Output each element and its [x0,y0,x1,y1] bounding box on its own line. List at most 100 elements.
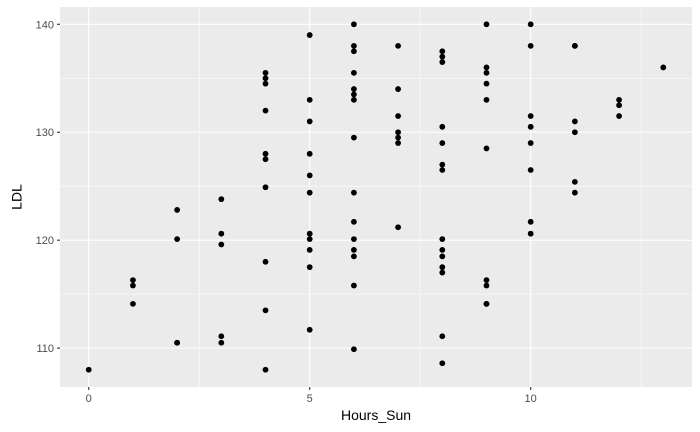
data-point [130,300,136,307]
data-point [262,69,269,76]
data-point [351,253,357,260]
data-point [439,246,446,253]
data-point [483,69,490,76]
data-point [483,96,490,103]
data-points [85,21,667,373]
data-point [439,253,446,260]
data-point [351,96,357,103]
data-point [351,86,357,92]
data-point [351,48,357,55]
data-point [439,59,446,65]
data-point [527,218,534,225]
data-point [218,339,225,346]
data-point [351,69,357,76]
data-point [351,189,357,196]
data-point [483,145,490,152]
data-point [439,333,446,340]
data-point [262,258,269,265]
data-point [395,113,401,119]
data-point [439,167,446,173]
data-point [218,196,225,203]
data-point [483,277,490,284]
data-point [483,300,490,307]
data-point [483,64,490,71]
data-point [527,123,534,130]
data-point [174,207,181,213]
minor-gridlines [60,7,692,387]
data-point [395,224,401,231]
data-point [439,123,446,130]
data-point [616,96,622,103]
x-axis-title: Hours_Sun [341,407,411,423]
data-point [571,178,578,185]
data-point [527,167,534,173]
data-point [306,326,313,333]
data-point [218,241,225,248]
data-point [439,48,446,55]
data-point [306,236,313,243]
data-point [306,150,313,157]
data-point [351,246,357,253]
data-point [439,269,446,276]
data-point [306,246,313,253]
data-point [306,189,313,196]
data-point [174,339,181,346]
data-point [262,107,269,114]
data-point [527,113,534,119]
y-tick-label: 110 [36,343,54,355]
data-point [262,366,269,373]
data-point [351,236,357,243]
data-point [351,134,357,141]
data-point [439,236,446,243]
data-point [306,32,313,38]
data-point [527,42,534,49]
data-point [395,134,401,141]
data-point [351,282,357,289]
data-point [439,264,446,271]
data-point [262,75,269,82]
data-point [439,140,446,146]
data-point [483,282,490,289]
data-point [306,264,313,271]
data-point [439,53,446,60]
data-point [571,189,578,196]
data-point [306,172,313,179]
x-tick-label: 10 [525,393,537,405]
y-tick-label: 130 [36,127,54,139]
x-axis: 0 5 10 [86,387,537,405]
x-tick-label: 5 [307,393,313,405]
data-point [262,80,269,87]
data-point [483,21,490,28]
y-axis-title: LDL [9,184,25,210]
data-point [395,140,401,146]
data-point [174,236,181,243]
data-point [351,91,357,98]
data-point [527,21,534,28]
data-point [439,360,446,367]
x-tick-label: 0 [86,393,92,405]
major-gridlines [60,7,692,387]
data-point [262,156,269,163]
data-point [306,96,313,103]
data-point [130,282,136,289]
data-point [571,118,578,125]
data-point [130,277,136,284]
data-point [306,118,313,125]
data-point [395,42,401,49]
data-point [262,307,269,314]
data-point [262,184,269,191]
data-point [351,346,357,353]
data-point [571,129,578,136]
data-point [306,230,313,237]
data-point [571,42,578,49]
y-axis: 110 120 130 140 [36,19,60,355]
data-point [483,80,490,87]
data-point [351,42,357,49]
data-point [395,86,401,92]
data-point [351,21,357,28]
data-point [262,150,269,157]
data-point [439,161,446,168]
plot-panel [60,7,692,387]
data-point [616,113,622,119]
